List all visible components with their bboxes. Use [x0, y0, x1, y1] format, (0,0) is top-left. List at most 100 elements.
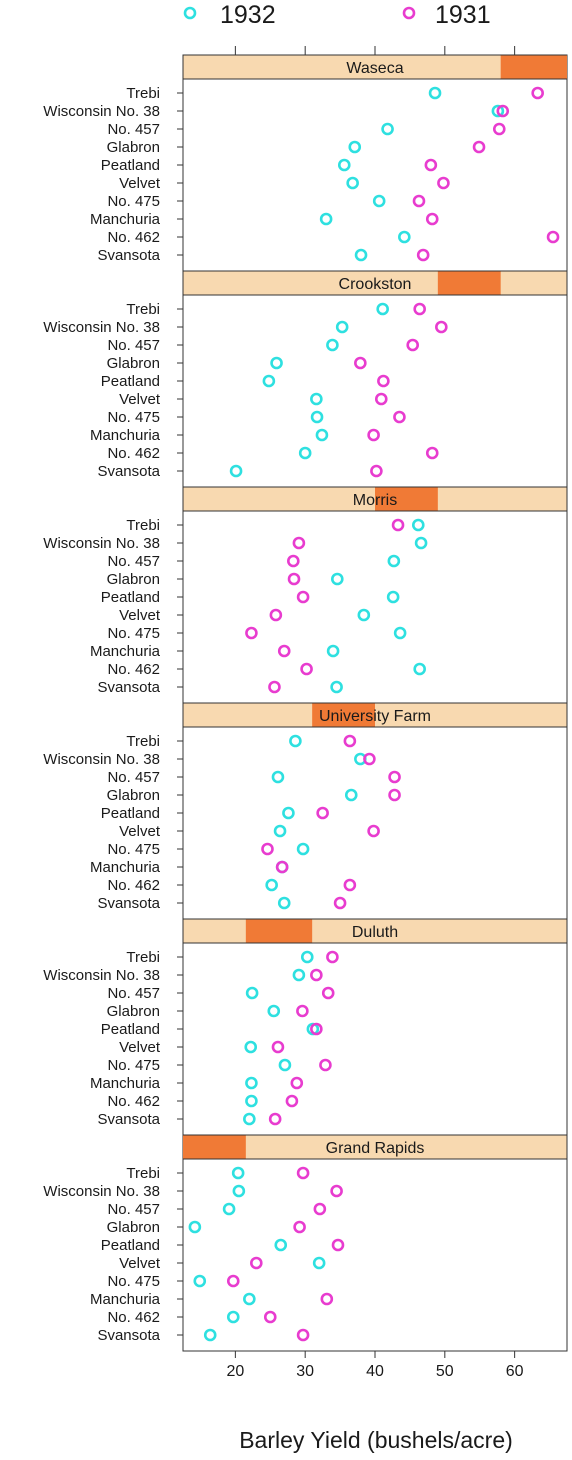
variety-label: No. 462 [107, 445, 160, 462]
point-1931 [425, 212, 439, 226]
point-1931 [321, 986, 335, 1000]
point-1931 [268, 680, 281, 694]
point-1932 [232, 1184, 246, 1198]
strip-indicator [375, 487, 438, 511]
point-1931 [293, 1220, 306, 1234]
point-1932 [245, 986, 259, 1000]
variety-label: No. 462 [107, 877, 160, 894]
point-1931 [319, 1058, 332, 1072]
strip-label: Duluth [352, 924, 398, 941]
point-1932 [376, 302, 389, 316]
variety-label: Trebi [126, 301, 160, 318]
point-1931 [275, 860, 289, 874]
point-1931 [492, 122, 506, 136]
point-1931 [287, 572, 301, 586]
point-1931 [316, 806, 329, 820]
point-1931 [296, 590, 310, 604]
strip-label: Crookston [339, 276, 412, 293]
point-1931 [277, 644, 291, 658]
x-tick-label-60: 60 [506, 1363, 524, 1380]
point-1932 [265, 878, 278, 892]
point-1932 [300, 950, 314, 964]
point-1931 [425, 446, 439, 460]
variety-label: No. 457 [107, 553, 160, 570]
point-1932 [271, 770, 285, 784]
point-1932 [231, 1166, 245, 1180]
point-1932 [357, 608, 371, 622]
variety-label: Wisconsin No. 38 [43, 967, 160, 984]
point-1932 [226, 1310, 240, 1324]
variety-label: No. 457 [107, 121, 160, 138]
variety-label: No. 475 [107, 409, 160, 426]
point-1932 [203, 1328, 217, 1342]
point-1932 [354, 248, 368, 262]
point-1931 [287, 554, 300, 568]
point-1932 [386, 590, 400, 604]
point-1931 [296, 1328, 310, 1342]
variety-label: Velvet [119, 391, 161, 408]
x-axis: 20 30 40 50 60 [226, 1351, 524, 1380]
point-1931 [310, 968, 323, 982]
point-1932 [344, 788, 358, 802]
point-1932 [413, 662, 426, 676]
point-1931 [271, 1040, 285, 1054]
legend-label-1931: 1931 [435, 1, 491, 29]
point-1931 [331, 1238, 345, 1252]
variety-label: Trebi [126, 85, 160, 102]
point-1931 [424, 158, 438, 172]
variety-label: Wisconsin No. 38 [43, 751, 160, 768]
point-1932 [428, 86, 442, 100]
point-1931 [226, 1274, 240, 1288]
variety-label: Trebi [126, 517, 160, 534]
x-tick-label-50: 50 [436, 1363, 454, 1380]
point-1932 [245, 1094, 258, 1108]
point-1932 [296, 842, 310, 856]
point-1931 [285, 1094, 299, 1108]
point-1932 [346, 176, 359, 190]
variety-label: Glabron [107, 139, 160, 156]
point-1931 [363, 752, 376, 766]
point-1932 [245, 1076, 258, 1090]
strip-indicator [183, 1135, 246, 1159]
variety-label: Peatland [101, 805, 160, 822]
point-1932 [229, 464, 243, 478]
point-1932 [188, 1220, 202, 1234]
x-tick-label-30: 30 [296, 1363, 314, 1380]
variety-label: Svansota [97, 1327, 160, 1344]
point-1931 [437, 176, 450, 190]
variety-label: Wisconsin No. 38 [43, 535, 160, 552]
point-1931 [296, 1004, 309, 1018]
strip-label: Grand Rapids [326, 1140, 425, 1157]
point-1932 [372, 194, 386, 208]
point-1932 [337, 158, 351, 172]
variety-label: Manchuria [90, 211, 161, 228]
strip-label: Morris [353, 492, 397, 509]
variety-label: Svansota [97, 679, 160, 696]
point-1931 [343, 878, 357, 892]
point-1931 [391, 518, 405, 532]
variety-label: Svansota [97, 463, 160, 480]
point-1932 [398, 230, 411, 244]
point-1932 [289, 734, 302, 748]
point-1932 [315, 428, 329, 442]
variety-label: No. 462 [107, 229, 160, 246]
point-1931 [546, 230, 560, 244]
x-tick-label-40: 40 [366, 1363, 384, 1380]
point-1931 [406, 338, 420, 352]
point-1931 [367, 824, 380, 838]
point-1932 [393, 626, 407, 640]
point-1931 [290, 1076, 304, 1090]
point-1931 [333, 896, 347, 910]
point-1932 [312, 1256, 326, 1270]
variety-label: Wisconsin No. 38 [43, 103, 160, 120]
variety-label: No. 475 [107, 1057, 160, 1074]
point-1932 [267, 1004, 281, 1018]
panel-frame [182, 510, 568, 704]
point-1932 [270, 356, 283, 370]
point-1932 [491, 104, 505, 118]
variety-label: Svansota [97, 247, 160, 264]
point-1932 [273, 824, 287, 838]
